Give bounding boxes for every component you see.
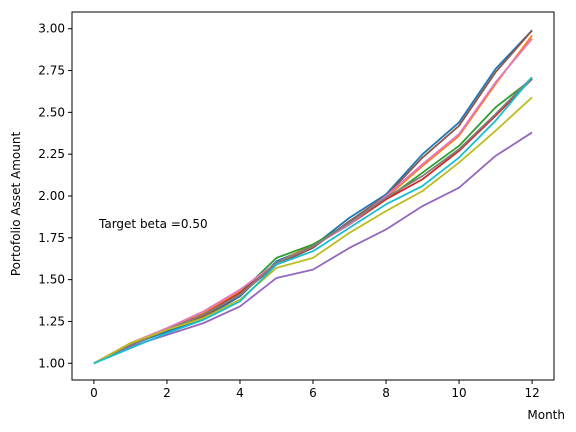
plot-frame (71, 11, 555, 381)
target-beta-annotation: Target beta =0.50 (98, 217, 208, 231)
x-tick-label: 10 (451, 386, 466, 400)
y-axis-label: Portofolio Asset Amount (9, 132, 23, 277)
y-tick-label: 1.00 (38, 356, 65, 370)
y-tick-label: 1.50 (38, 273, 65, 287)
y-tick-label: 1.25 (38, 314, 65, 328)
y-tick-label: 2.00 (38, 189, 65, 203)
y-tick-label: 2.50 (38, 105, 65, 119)
series-line-1 (93, 29, 533, 365)
axes-layer: 0 2 4 6 8 10 12 1.00 1.25 1.50 1.75 2.00 2.25 2.50 2.7… (38, 11, 555, 400)
y-tick-label: 2.75 (38, 64, 65, 78)
x-tick-label: 12 (524, 386, 539, 400)
x-tick-label: 4 (236, 386, 244, 400)
y-tick-label: 1.75 (38, 231, 65, 245)
series-line-10 (93, 76, 533, 365)
x-tick-label: 6 (309, 386, 317, 400)
series-line-7 (93, 38, 533, 365)
y-tick-label: 3.00 (38, 22, 65, 36)
series-line-6 (93, 29, 533, 365)
series-line-5 (93, 131, 533, 365)
x-tick-label: 8 (382, 386, 390, 400)
x-axis-label: Month (527, 408, 565, 422)
series-layer (93, 29, 533, 365)
y-tick-label: 2.25 (38, 147, 65, 161)
series-line-9 (93, 96, 533, 365)
x-tick-label: 2 (163, 386, 171, 400)
x-tick-label: 0 (90, 386, 98, 400)
series-line-2 (93, 34, 533, 365)
